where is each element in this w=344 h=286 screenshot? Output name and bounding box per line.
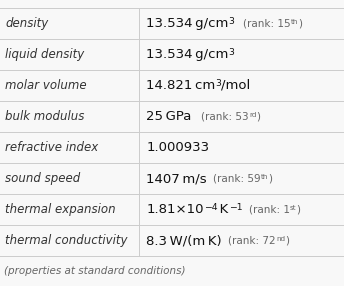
Text: 1407 m/s: 1407 m/s [146, 172, 207, 185]
Text: bulk modulus: bulk modulus [5, 110, 84, 123]
Text: st: st [290, 205, 297, 211]
Text: (rank: 1: (rank: 1 [249, 204, 290, 214]
Text: /mol: /mol [222, 79, 251, 92]
Text: nd: nd [276, 236, 285, 242]
Text: th: th [261, 174, 268, 180]
Text: 14.821 cm: 14.821 cm [146, 79, 216, 92]
Text: −4: −4 [204, 203, 217, 212]
Text: (properties at standard conditions): (properties at standard conditions) [4, 266, 185, 276]
Text: ): ) [297, 204, 300, 214]
Text: liquid density: liquid density [5, 48, 84, 61]
Text: molar volume: molar volume [5, 79, 87, 92]
Text: ): ) [298, 19, 302, 29]
Text: thermal conductivity: thermal conductivity [5, 234, 128, 247]
Text: rd: rd [249, 112, 257, 118]
Text: ): ) [285, 235, 289, 245]
Text: 1.000933: 1.000933 [146, 141, 209, 154]
Text: 3: 3 [229, 17, 235, 26]
Text: 3: 3 [216, 79, 222, 88]
Text: sound speed: sound speed [5, 172, 80, 185]
Text: thermal expansion: thermal expansion [5, 203, 116, 216]
Text: K: K [217, 203, 229, 216]
Text: (rank: 53: (rank: 53 [202, 112, 249, 122]
Text: 13.534 g/cm: 13.534 g/cm [146, 48, 229, 61]
Text: ): ) [268, 174, 272, 184]
Text: 1.81×10: 1.81×10 [146, 203, 204, 216]
Text: 3: 3 [229, 48, 235, 57]
Text: density: density [5, 17, 48, 30]
Text: (rank: 15: (rank: 15 [243, 19, 291, 29]
Text: −1: −1 [229, 203, 242, 212]
Text: (rank: 72: (rank: 72 [228, 235, 276, 245]
Text: 13.534 g/cm: 13.534 g/cm [146, 17, 229, 30]
Text: th: th [291, 19, 298, 25]
Text: ): ) [257, 112, 260, 122]
Text: refractive index: refractive index [5, 141, 98, 154]
Text: 8.3 W/(m K): 8.3 W/(m K) [146, 234, 222, 247]
Text: 25 GPa: 25 GPa [146, 110, 192, 123]
Text: (rank: 59: (rank: 59 [213, 174, 261, 184]
